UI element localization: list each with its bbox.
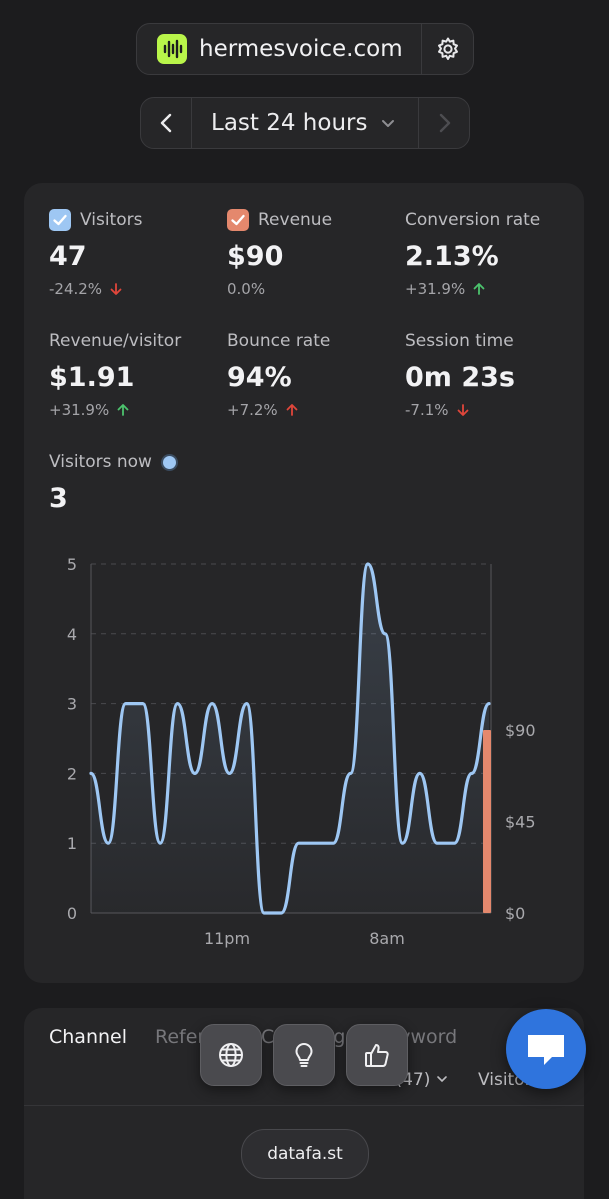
metric-label: Session time (405, 331, 514, 351)
chevron-right-icon (439, 113, 451, 133)
live-indicator-dot (160, 453, 178, 471)
metric-revenue[interactable]: Revenue $90 0.0% (227, 209, 332, 298)
divider (421, 24, 422, 74)
metric-conversion-rate[interactable]: Conversion rate 2.13% +31.9% (405, 209, 540, 298)
y-tick-label: 4 (67, 625, 77, 644)
site-name[interactable]: hermesvoice.com (199, 36, 403, 62)
site-selector[interactable]: hermesvoice.com (136, 23, 474, 75)
metric-label: Visitors (80, 210, 143, 230)
brand-badge[interactable]: datafa.st (241, 1129, 369, 1179)
arrow-up-icon (473, 283, 485, 295)
check-icon (53, 214, 67, 226)
visitors-area (91, 564, 489, 913)
chat-icon (528, 1035, 564, 1065)
feedback-button[interactable] (346, 1024, 408, 1086)
revenue-checkbox[interactable] (227, 209, 249, 231)
x-tick-label: 11pm (204, 929, 250, 948)
metric-revenue-per-visitor[interactable]: Revenue/visitor $1.91 +31.9% (49, 330, 181, 419)
y2-tick-label: $90 (505, 721, 536, 740)
metric-label: Visitors now (49, 452, 152, 472)
metric-delta: -7.1% (405, 401, 449, 419)
chat-button[interactable] (506, 1009, 586, 1089)
tab-channel[interactable]: Channel (49, 1026, 128, 1048)
metric-delta: +31.9% (49, 401, 110, 419)
metric-visitors[interactable]: Visitors 47 -24.2% (49, 209, 142, 298)
metric-label: Conversion rate (405, 210, 541, 230)
arrow-up-icon (286, 404, 298, 416)
metric-value: $1.91 (49, 362, 135, 393)
next-range-button[interactable] (419, 98, 469, 148)
y-tick-label: 1 (67, 834, 77, 853)
metric-bounce-rate[interactable]: Bounce rate 94% +7.2% (227, 330, 330, 419)
metric-delta: +7.2% (227, 401, 278, 419)
metric-delta: +31.9% (405, 280, 466, 298)
chevron-down-icon (436, 1076, 447, 1083)
site-logo (157, 34, 187, 64)
metric-value: 94% (227, 362, 292, 393)
range-label[interactable]: Last 24 hours (211, 110, 368, 136)
revenue-bar (483, 730, 491, 913)
previous-range-button[interactable] (141, 98, 191, 148)
date-range-picker: Last 24 hours (140, 97, 470, 149)
metric-label: Bounce rate (227, 331, 331, 351)
thumbs-up-icon (365, 1044, 389, 1067)
metric-delta: -24.2% (49, 280, 103, 298)
arrow-up-icon (117, 404, 129, 416)
metric-delta: 0.0% (227, 280, 266, 298)
metric-label: Revenue (258, 210, 333, 230)
y-tick-label: 0 (67, 904, 77, 923)
metric-session-time[interactable]: Session time 0m 23s -7.1% (405, 330, 515, 419)
metric-value: $90 (227, 241, 284, 272)
metric-value: 0m 23s (405, 362, 515, 393)
gear-icon[interactable] (435, 36, 461, 62)
divider (418, 98, 419, 148)
metric-value: 3 (49, 483, 68, 514)
y-tick-label: 2 (67, 764, 77, 783)
y2-tick-label: $45 (505, 813, 536, 832)
metric-label: Revenue/visitor (49, 331, 182, 351)
divider (191, 98, 192, 148)
metric-visitors-now: Visitors now 3 (49, 451, 178, 514)
visitors-line (89, 562, 491, 915)
idea-button[interactable] (273, 1024, 335, 1086)
chevron-left-icon (160, 113, 172, 133)
y-tick-label: 3 (67, 695, 77, 714)
arrow-down-icon (110, 283, 122, 295)
globe-button[interactable] (200, 1024, 262, 1086)
visitors-revenue-chart: 0 1 2 3 4 5 $0 $45 $90 11pm 8am (67, 555, 536, 948)
metric-value: 2.13% (405, 241, 499, 272)
y-tick-label: 5 (67, 555, 77, 574)
y2-tick-label: $0 (505, 904, 525, 923)
divider (24, 1105, 584, 1106)
chevron-down-icon[interactable] (379, 114, 397, 132)
arrow-down-icon (457, 404, 468, 416)
x-tick-label: 8am (369, 929, 405, 948)
visitors-checkbox[interactable] (49, 209, 71, 231)
globe-icon (219, 1043, 243, 1067)
metric-value: 47 (49, 241, 87, 272)
lightbulb-icon (295, 1043, 313, 1067)
check-icon (231, 214, 245, 226)
brand-label: datafa.st (267, 1144, 343, 1164)
